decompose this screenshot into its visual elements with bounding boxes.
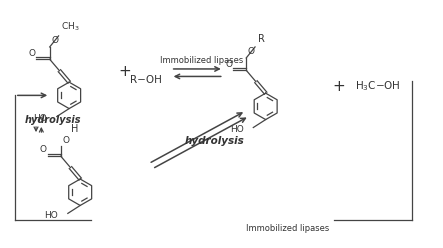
Text: hydrolysis: hydrolysis [185,136,245,146]
Text: O: O [28,49,35,58]
Text: H: H [71,124,79,134]
Text: R−OH: R−OH [131,75,163,85]
Text: +: + [118,64,131,79]
Text: O: O [248,47,255,56]
Text: Immobilized lipases: Immobilized lipases [160,56,243,65]
Text: HO: HO [33,114,47,123]
Text: Immobilized lipases: Immobilized lipases [246,224,329,233]
Text: O: O [225,60,232,68]
Text: +: + [332,79,345,94]
Text: HO: HO [230,125,244,134]
Text: H$_3$C−OH: H$_3$C−OH [355,80,401,93]
Text: hydrolysis: hydrolysis [25,116,82,125]
Text: HO: HO [44,211,58,220]
Text: CH$_3$: CH$_3$ [61,21,79,33]
Text: O: O [51,36,58,45]
Text: O: O [62,136,70,145]
Text: O: O [39,145,47,155]
Text: R: R [258,34,264,44]
